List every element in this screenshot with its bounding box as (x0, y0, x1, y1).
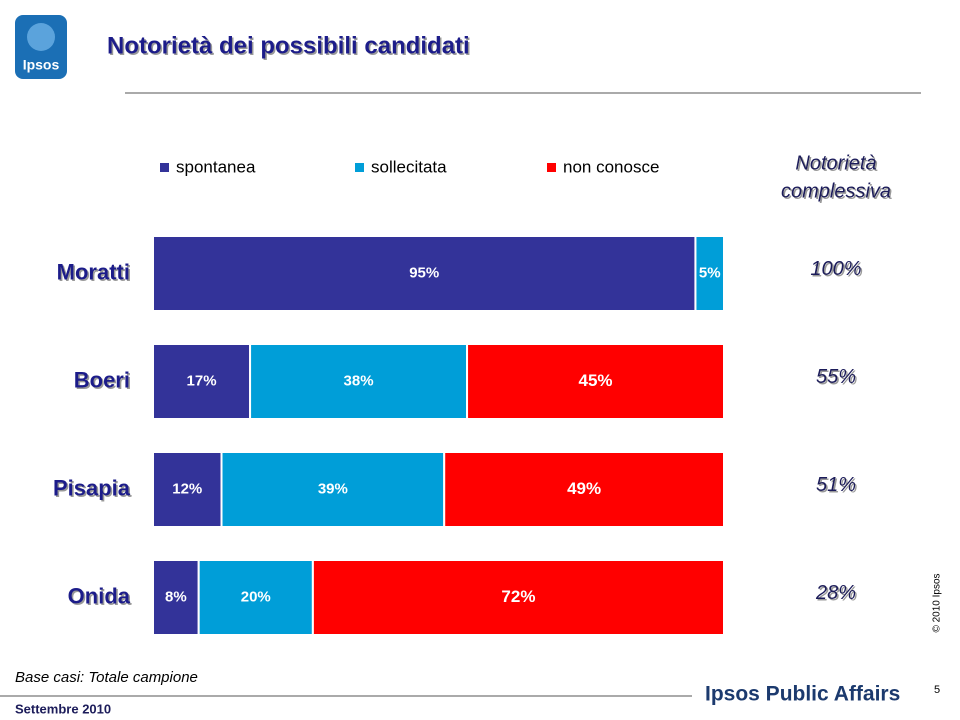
value-label: 45% (579, 371, 613, 390)
category-label: Pisapia (53, 475, 131, 500)
value-label: 17% (187, 372, 217, 389)
value-label: 72% (501, 587, 535, 606)
bar-segment (152, 559, 200, 636)
category-label: Boeri (74, 367, 130, 392)
logo-icon (27, 23, 55, 51)
logo-text: Ipsos (23, 57, 60, 73)
legend-label: sollecitata (371, 157, 447, 176)
legend-swatch (355, 163, 364, 172)
bar-segment (311, 559, 725, 636)
value-label: 12% (172, 480, 202, 497)
total-title: Notorietà (795, 152, 876, 174)
legend-label: non conosce (563, 157, 659, 176)
bar-segment (694, 235, 726, 312)
value-label: 95% (409, 264, 439, 281)
total-title: complessiva (781, 180, 891, 202)
bar-segment (152, 343, 252, 420)
slide-title: Notorietà dei possibili candidati (107, 32, 470, 59)
brand: Ipsos Public Affairs (705, 683, 900, 706)
legend-swatch (547, 163, 556, 172)
value-label: 38% (344, 372, 374, 389)
total-value: 51% (816, 474, 856, 496)
page-number: 5 (934, 684, 940, 696)
base-note: Base casi: Totale campione (15, 669, 198, 686)
bar-segment (466, 343, 725, 420)
legend-label: spontanea (176, 157, 256, 176)
value-label: 8% (165, 588, 187, 605)
copyright: © 2010 Ipsos (932, 573, 943, 632)
date: Settembre 2010 (15, 701, 111, 716)
bar-segment (220, 451, 446, 528)
category-label: Onida (68, 583, 131, 608)
value-label: 5% (699, 264, 721, 281)
total-value: 100% (810, 258, 861, 280)
bar-segment (443, 451, 725, 528)
total-value: 28% (815, 582, 856, 604)
bar-segment (152, 235, 697, 312)
bar-segment (197, 559, 314, 636)
bar-segment (152, 451, 223, 528)
bar-segment (249, 343, 469, 420)
category-label: Moratti (57, 259, 130, 284)
total-value: 55% (816, 366, 856, 388)
chart: spontanea sollecitata non conosce Notorietà… (53, 152, 891, 636)
legend-swatch (160, 163, 169, 172)
value-label: 39% (318, 480, 348, 497)
value-label: 20% (241, 588, 271, 605)
value-label: 49% (567, 479, 601, 498)
